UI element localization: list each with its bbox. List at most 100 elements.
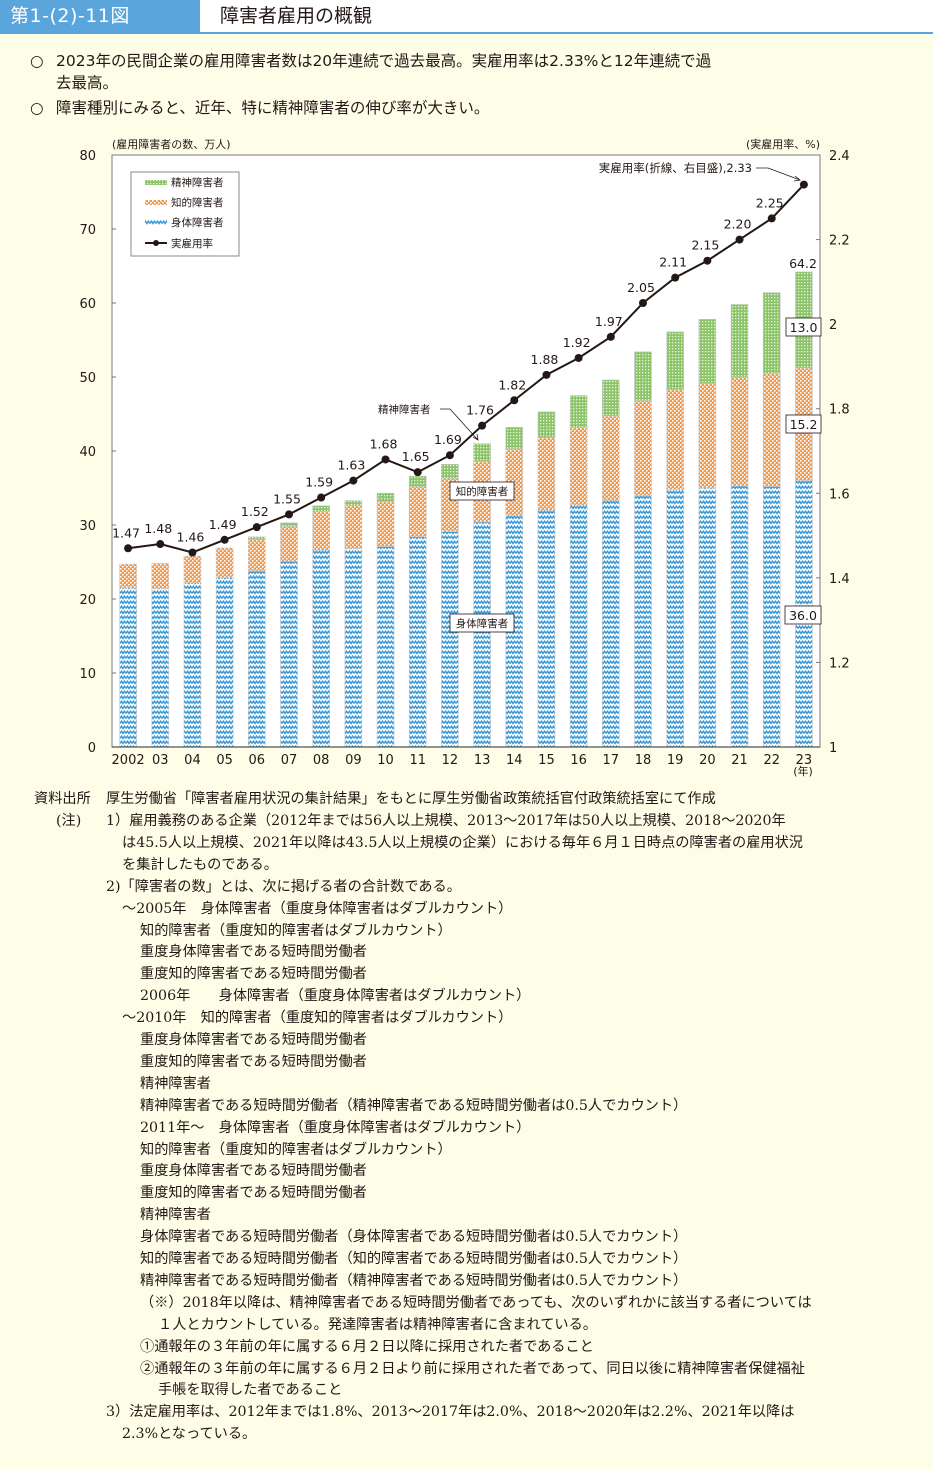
bar-segment-intellectual [408,486,427,538]
rate-point [510,396,519,405]
note-line: 精神障害者である短時間労働者（精神障害者である短時間労働者は0.5人でカウント） [140,1272,688,1289]
intellectual-series-box [449,481,515,501]
bar-segment-intellectual [312,511,330,551]
y-left-tick-label: 20 [79,593,96,608]
source-label: 資料出所 [34,791,91,807]
x-tick-label: 10 [377,753,394,768]
bar-segment-physical [666,489,684,748]
y-right-tick-label: 1.2 [829,656,850,671]
rate-point [124,544,133,553]
y-right-tick-label: 2 [829,318,837,333]
x-tick-label: 06 [249,753,266,768]
bar-06 [248,536,266,748]
y-right-tick-label: 2.4 [829,149,850,164]
rate-point [735,235,744,244]
bullet-marker: ○ [30,52,44,70]
bar-14 [505,427,524,748]
bar-segment-physical [376,546,395,748]
bar-03 [151,563,170,748]
rate-point [220,535,229,544]
legend-swatch-mental [145,180,167,185]
bar-10 [376,492,395,748]
x-tick-label: 03 [152,753,169,768]
rate-line: 1.47 1.48 1.46 1.49 1.52 1.55 1.59 1.63 1.68 1.65… [112,180,808,557]
bar-segment-physical [183,582,202,748]
rate-point-label: 1.59 [305,475,333,490]
bar-segment-intellectual [666,389,684,490]
x-tick-label: 16 [570,753,587,768]
note-line: 2011年～ 身体障害者（重度身体障害者はダブルカウント） [140,1119,531,1136]
bar-20 [698,318,717,748]
legend-label-physical: 身体障害者 [171,216,224,229]
legend-swatch-physical [145,220,167,225]
y-left-tick-label: 0 [88,741,96,756]
note-line: 重度知的障害者である短時間労働者 [140,1185,367,1202]
physical-2023-box [784,605,822,625]
note-line: 手帳を取得した者であること [158,1382,343,1399]
bar-segment-intellectual [634,400,652,496]
bar-04 [183,555,202,748]
note-line: 重度知的障害者である短時間労働者 [140,1053,367,1070]
bar-segment-mental [602,379,620,417]
bar-segment-intellectual [376,501,395,547]
note-line: 重度知的障害者である短時間労働者 [140,966,367,983]
rate-point [703,256,712,265]
bar-segment-physical [730,485,749,748]
summary-bullet-2: ○ 障害種別にみると、近年、特に精神障害者の伸び率が大きい。 [30,97,910,119]
legend-label-intellectual: 知的障害者 [171,196,224,209]
bar-segment-mental [569,395,588,428]
x-tick-label: 19 [667,753,684,768]
x-tick-label: 05 [216,753,233,768]
bar-segment-mental [505,427,524,450]
bar-segment-mental [473,443,491,462]
bar-22 [762,292,781,748]
rate-point-label: 1.63 [337,458,365,473]
summary-bullet-1: ○ 2023年の民間企業の雇用障害者数は20年連続で過去最高。実雇用率は2.33… [30,50,910,72]
rate-point [188,548,197,557]
bar-2002 [119,563,137,748]
note-label: (注) [56,813,82,829]
y-left-tick-label: 50 [79,371,96,386]
rate-point [317,493,326,502]
figure-number: 第1-(2)-11図 [0,0,200,32]
rate-point-label: 1.55 [273,491,301,506]
y-left-tick-label: 70 [79,223,96,238]
bar-segment-mental [634,351,652,401]
rate-callout-arrow [756,167,801,181]
bar-segment-mental [408,475,427,487]
bar-segment-physical [537,509,556,748]
note-line: 重度身体障害者である短時間労働者 [140,944,367,961]
rate-point-label: 2.05 [627,280,655,295]
rate-point-label: 2.20 [724,217,752,232]
rate-point [542,370,551,379]
mental-label-arrowhead [472,433,479,441]
rate-callout-arrowhead [793,175,801,182]
mental-2023-box [785,317,822,337]
x-tick-label: 21 [731,753,748,768]
x-tick-label: 09 [345,753,362,768]
summary-text: 障害種別にみると、近年、特に精神障害者の伸び率が大きい。 [56,99,490,117]
bar-segment-mental [762,292,781,374]
rate-point-label: 1.48 [144,521,172,536]
note-line: 身体障害者である短時間労働者（身体障害者である短時間労働者は0.5人でカウント） [140,1229,688,1246]
bar-15 [537,411,556,748]
x-tick-label: 2002 [112,753,145,768]
bar-segment-intellectual [344,505,363,549]
rate-point [445,451,454,460]
bar-segment-intellectual [569,427,588,506]
x-tick-label: 18 [635,753,652,768]
bar-21 [730,304,749,748]
bar-segment-physical [441,531,459,748]
bar-segment-intellectual [119,563,137,589]
rate-point-label: 1.49 [209,517,237,532]
bar-segment-physical [698,487,717,748]
summary-text: 2023年の民間企業の雇用障害者数は20年連続で過去最高。実雇用率は2.33%と… [56,52,712,70]
bar-segment-mental [312,505,330,512]
bar-segment-physical [569,504,588,748]
legend-label-rate: 実雇用率 [171,237,213,250]
mental-label-arrow [440,408,479,441]
y-axis-right-title: (実雇用率、%) [746,137,820,151]
x-tick-label: 08 [313,753,330,768]
bullet-marker: ○ [30,99,44,117]
bar-segment-mental [344,500,363,507]
